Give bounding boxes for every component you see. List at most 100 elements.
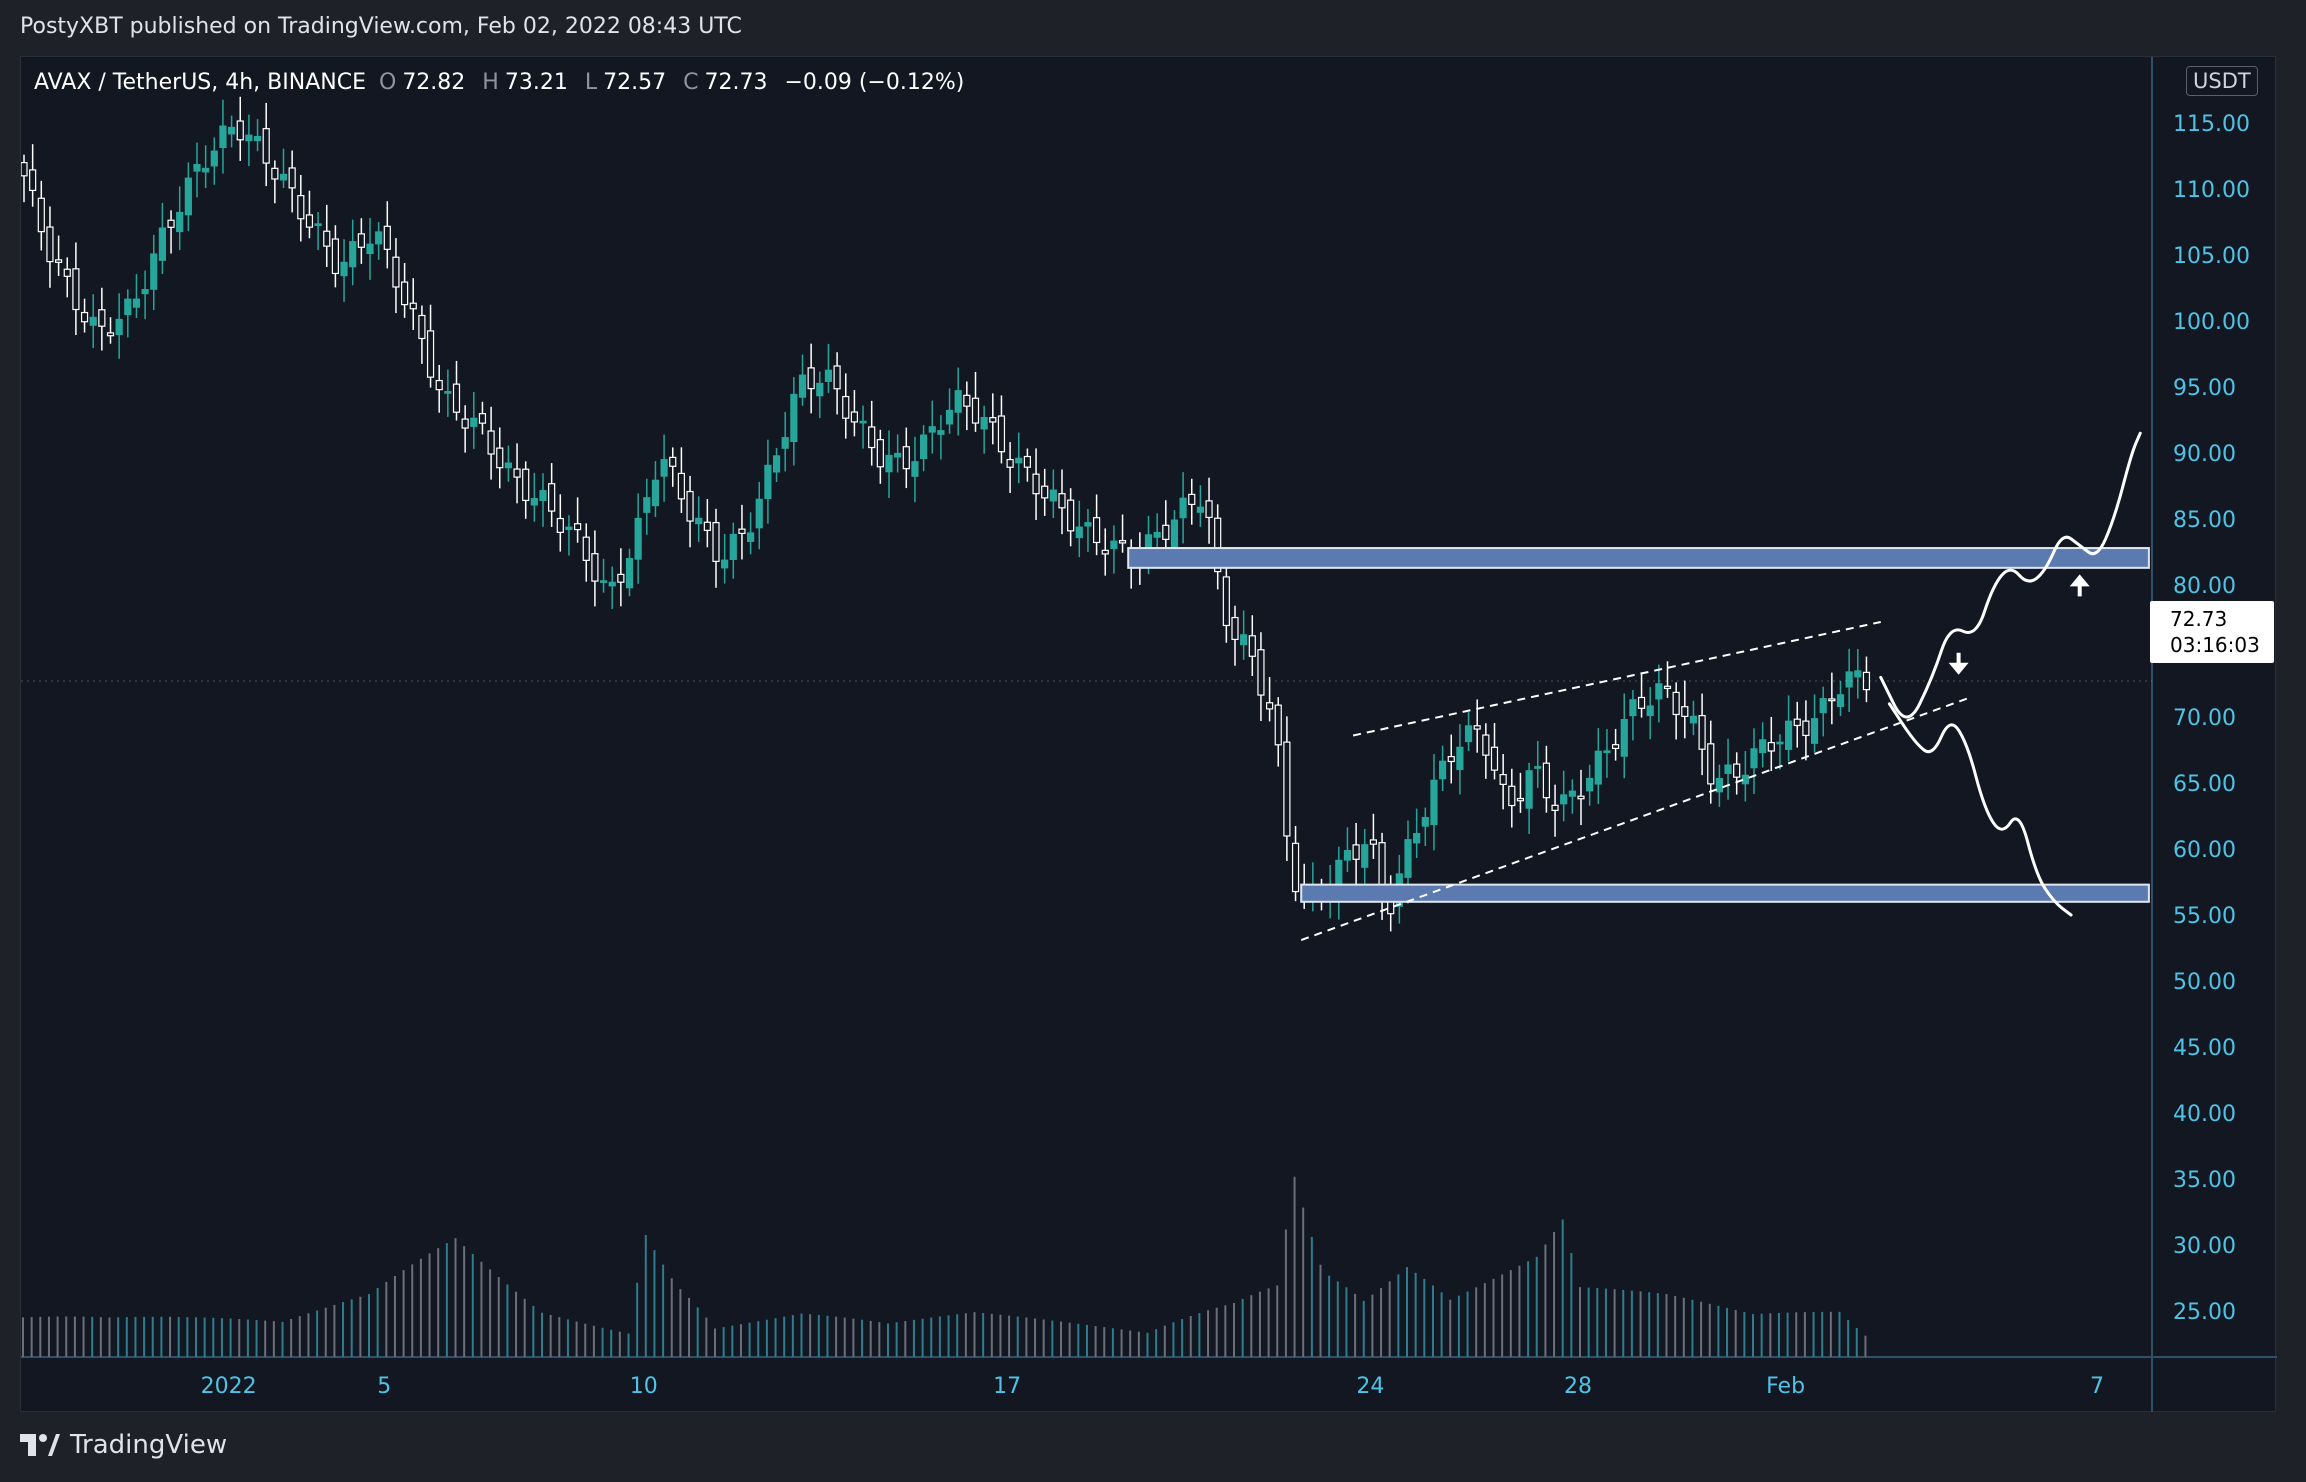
bullish-scenario-path (1879, 431, 2142, 719)
volume-bar (852, 1318, 855, 1357)
arrow-down-icon (1948, 652, 1969, 675)
volume-bar (350, 1299, 353, 1357)
price-tick-label: 35.00 (2173, 1168, 2236, 1193)
volume-bar (722, 1327, 725, 1357)
price-tick-label: 80.00 (2173, 574, 2236, 599)
candle-body (37, 197, 45, 233)
candle-body (323, 230, 331, 247)
price-tick-label: 25.00 (2173, 1300, 2236, 1325)
volume-bar (342, 1302, 345, 1357)
candle-body (21, 161, 28, 177)
volume-bar (255, 1320, 258, 1357)
volume-bar (1544, 1244, 1547, 1357)
price-tick-label: 70.00 (2173, 706, 2236, 731)
candle-body (409, 302, 417, 310)
candle-body (548, 483, 556, 512)
candle-body (470, 417, 478, 427)
currency-badge[interactable]: USDT (2186, 66, 2258, 96)
volume-bar (1864, 1335, 1867, 1357)
candle-body (98, 309, 106, 327)
chart-area[interactable]: 25.00 30.00 35.00 40.00 45.00 50.00 55.00 60.00… (20, 56, 2277, 1413)
candle-body (29, 169, 37, 192)
volume-bar (982, 1312, 985, 1357)
candle-body (746, 532, 755, 542)
volume-bar (1734, 1309, 1737, 1357)
volume-bar (1717, 1305, 1720, 1357)
volume-bar (739, 1324, 742, 1357)
candle-body (1274, 704, 1282, 746)
volume-bar (1293, 1176, 1296, 1357)
volume-bar (281, 1321, 284, 1357)
volume-bar (826, 1315, 829, 1357)
volume-bar (307, 1313, 310, 1357)
volume-bar (117, 1317, 120, 1357)
volume-bar (1042, 1319, 1045, 1357)
candle-body (1750, 748, 1758, 769)
candle-body (928, 426, 936, 433)
candle-body (288, 167, 296, 189)
price-tick-label: 40.00 (2173, 1102, 2236, 1127)
volume-bar (1371, 1294, 1374, 1357)
candle-body (738, 528, 746, 535)
volume-bar (1812, 1311, 1815, 1357)
volume-bar (800, 1313, 803, 1357)
volume-bar (1518, 1265, 1521, 1357)
bar-countdown: 03:16:03 (2170, 633, 2260, 657)
volume-bar (895, 1322, 898, 1357)
candle-body (989, 417, 997, 423)
volume-bar (1682, 1297, 1685, 1357)
candle-body (1560, 794, 1568, 805)
volume-bar (809, 1314, 812, 1357)
volume-bar (1354, 1293, 1357, 1357)
volume-bar (324, 1307, 327, 1357)
volume-bar (1085, 1324, 1088, 1357)
volume-bar (1189, 1315, 1192, 1357)
symbol-name[interactable]: AVAX / TetherUS, 4h, BINANCE (34, 70, 366, 95)
candle-body (1343, 849, 1352, 861)
candle-body (798, 374, 807, 398)
volume-bar (1596, 1288, 1599, 1357)
price-chart[interactable]: 25.00 30.00 35.00 40.00 45.00 50.00 55.00 60.00… (21, 57, 2277, 1413)
candle-body (132, 298, 141, 308)
candle-body (1006, 458, 1014, 468)
low-label: L (584, 70, 598, 95)
volume-bar (1847, 1320, 1850, 1357)
candle-body (790, 393, 798, 443)
candle-body (937, 430, 945, 435)
candle-body (963, 394, 971, 407)
candle-body (314, 223, 322, 227)
candle-body (807, 367, 815, 390)
candle-body (1447, 755, 1455, 763)
volume-bar (1284, 1229, 1287, 1357)
candle-body (1240, 634, 1248, 646)
last-price: 72.73 (2170, 607, 2228, 631)
price-tick-label: 60.00 (2173, 838, 2236, 863)
volume-bar (489, 1269, 492, 1357)
candle-body (1032, 473, 1040, 495)
time-tick-label: 5 (377, 1374, 391, 1399)
volume-bar (584, 1323, 587, 1357)
tradingview-logo[interactable]: TradingView (20, 1430, 227, 1460)
candle-body (1179, 497, 1187, 519)
volume-bar (411, 1264, 414, 1357)
candle-body (262, 128, 270, 164)
change-value: −0.09 (−0.12%) (784, 70, 965, 95)
candle-body (1248, 635, 1256, 657)
resistance-zone (1127, 547, 2150, 569)
candle-body (677, 472, 686, 500)
volume-bar (1267, 1288, 1270, 1357)
price-tick-label: 55.00 (2173, 904, 2236, 929)
candle-body (1828, 698, 1836, 702)
volume-bar (636, 1282, 639, 1357)
candle-body (1534, 766, 1542, 769)
volume-bar (480, 1261, 483, 1357)
volume-bar (1613, 1289, 1616, 1357)
candle-body (582, 536, 590, 561)
volume-bar (1769, 1313, 1772, 1357)
candle-body (1776, 741, 1784, 745)
candle-body (106, 332, 115, 337)
candle-body (89, 316, 97, 326)
volume-bar (1129, 1330, 1132, 1357)
volume-bar (973, 1312, 976, 1357)
volume-bar (1829, 1311, 1832, 1357)
